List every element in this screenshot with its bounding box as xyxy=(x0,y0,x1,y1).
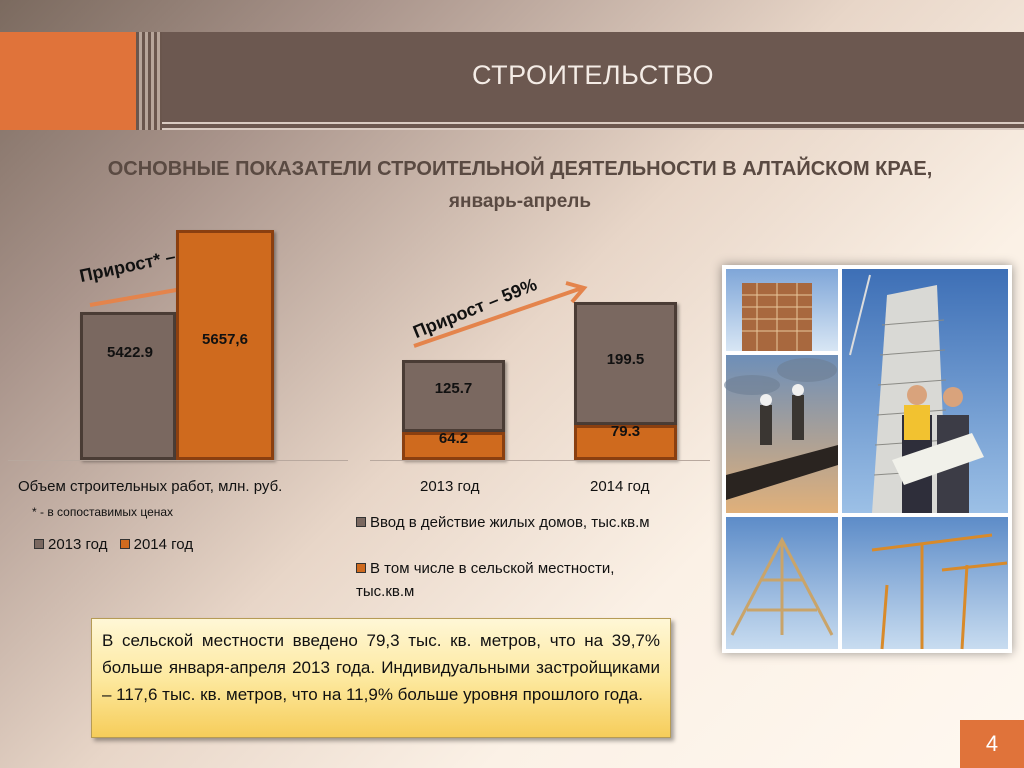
chart-left-baseline xyxy=(8,460,348,461)
category-label-2013: 2013 год xyxy=(420,478,480,495)
value-label-volume-2014: 5657,6 xyxy=(202,331,248,348)
value-label-housing-2013: 125.7 xyxy=(434,380,473,397)
legend-item-2013: 2013 год xyxy=(34,536,107,553)
value-label-rural-2013: 64.2 xyxy=(438,430,469,447)
slide-title: СТРОИТЕЛЬСТВО xyxy=(472,60,714,90)
category-label-2014: 2014 год xyxy=(590,478,650,495)
legend-item-housing: Ввод в действие жилых домов, тыс.кв.м xyxy=(356,514,716,531)
legend-item-2014: 2014 год xyxy=(119,536,193,553)
legend-item-rural: В том числе в сельской местности, тыс.кв… xyxy=(356,560,615,600)
slide-subtitle-period: январь-апрель xyxy=(448,191,592,212)
bar-housing-2013 xyxy=(402,360,505,432)
legend-left: 2013 год 2014 год xyxy=(34,536,193,553)
bar-volume-2013 xyxy=(80,312,176,460)
info-note: В сельской местности введено 79,3 тыс. к… xyxy=(91,618,671,738)
growth-arrow-right xyxy=(413,281,588,348)
bar-housing-2014 xyxy=(574,302,677,425)
page-number: 4 xyxy=(960,720,1024,768)
bar-rural-2013 xyxy=(402,432,505,460)
header-accent-block xyxy=(0,32,136,130)
value-label-housing-2014: 199.5 xyxy=(606,351,645,368)
header-divider-lines xyxy=(162,122,1024,130)
header-bar: СТРОИТЕЛЬСТВО xyxy=(0,32,1024,130)
slide-subtitle: ОСНОВНЫЕ ПОКАЗАТЕЛИ СТРОИТЕЛЬНОЙ ДЕЯТЕЛЬ… xyxy=(107,158,933,180)
construction-photo-collage xyxy=(722,265,1012,653)
header-background xyxy=(162,32,1024,130)
chart-left-caption: Объем строительных работ, млн. руб. xyxy=(18,478,283,495)
header-stripes xyxy=(136,32,162,130)
value-label-volume-2013: 5422.9 xyxy=(107,344,153,361)
bar-volume-2014 xyxy=(176,230,274,460)
bar-rural-2014 xyxy=(574,425,677,460)
chart-right-baseline xyxy=(370,460,710,461)
value-label-rural-2014: 79.3 xyxy=(610,423,641,440)
footnote: * - в сопоставимых ценах xyxy=(32,505,174,519)
